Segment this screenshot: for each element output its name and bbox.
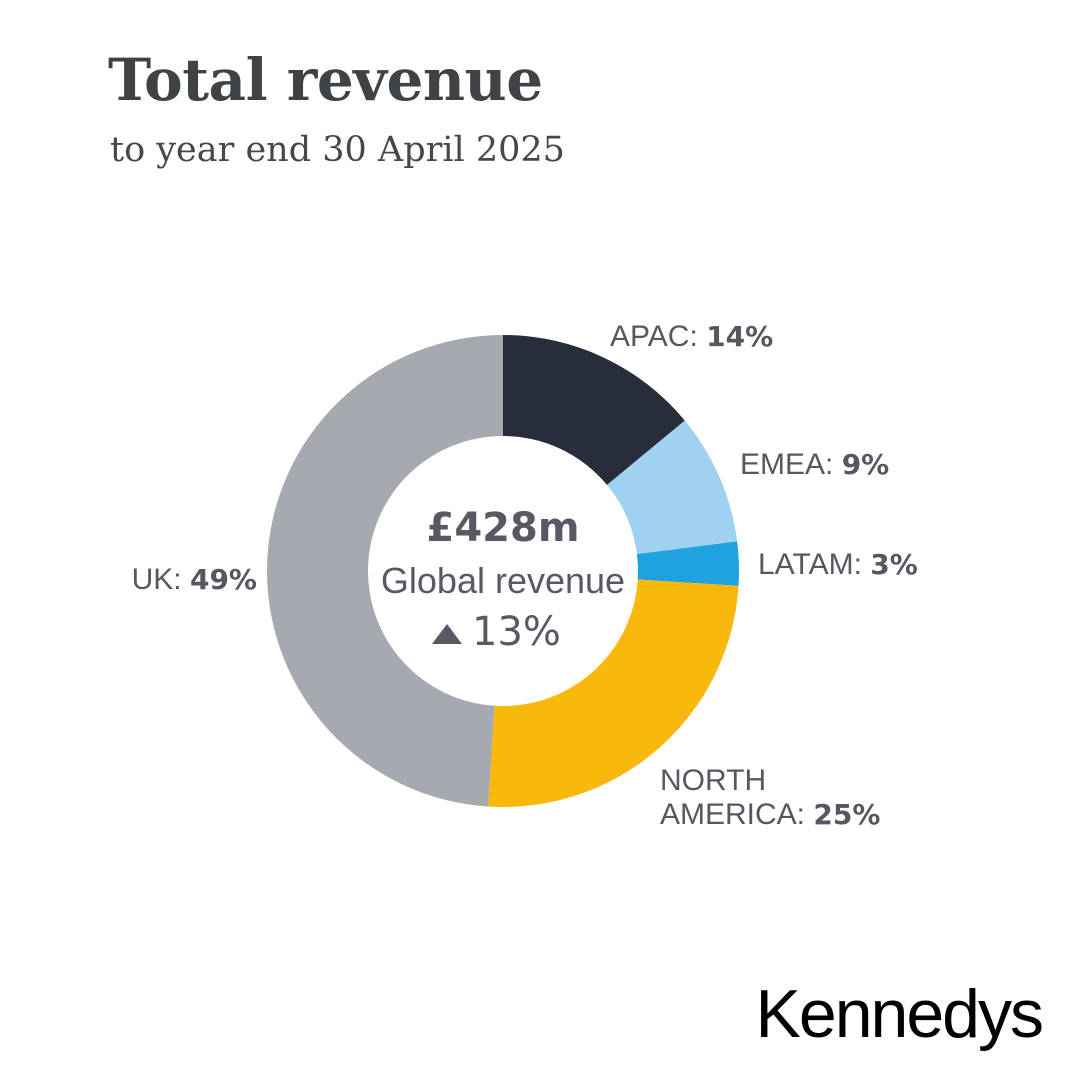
slice-label-apac: APAC: 14%	[610, 320, 773, 353]
slice-label-name: APAC:	[610, 320, 706, 353]
triangle-up-icon	[432, 624, 462, 644]
chart-title: Total revenue	[108, 46, 543, 114]
donut-slice-latam	[636, 541, 739, 586]
slice-label-value: 14%	[706, 320, 773, 353]
center-growth-value: 13%	[472, 609, 561, 655]
donut-slice-north-america	[488, 579, 739, 808]
slice-label-value: 49%	[190, 563, 257, 596]
slice-label-value: 9%	[842, 448, 890, 481]
slice-label-name: NORTH	[660, 764, 766, 797]
kennedys-logo: Kennedys	[755, 976, 1044, 1052]
chart-subtitle: to year end 30 April 2025	[110, 130, 565, 170]
slice-label-north-america: NORTH AMERICA: 25%	[660, 764, 880, 831]
slice-label-value: 3%	[870, 548, 918, 581]
slice-label-value: 25%	[813, 798, 880, 831]
donut-slice-uk	[267, 335, 503, 807]
slice-label-emea: EMEA: 9%	[740, 448, 889, 481]
slice-label-name: EMEA:	[740, 448, 842, 481]
slice-label-uk: UK: 49%	[132, 563, 257, 596]
slice-label-name: UK:	[132, 563, 190, 596]
center-total-label: Global revenue	[381, 560, 625, 601]
slice-label-name: AMERICA:	[660, 798, 813, 831]
slice-label-latam: LATAM: 3%	[758, 548, 918, 581]
donut-slice-emea	[607, 420, 738, 555]
donut-slice-apac	[503, 335, 685, 485]
slice-label-name: LATAM:	[758, 548, 870, 581]
center-total-value: £428m	[426, 505, 579, 551]
